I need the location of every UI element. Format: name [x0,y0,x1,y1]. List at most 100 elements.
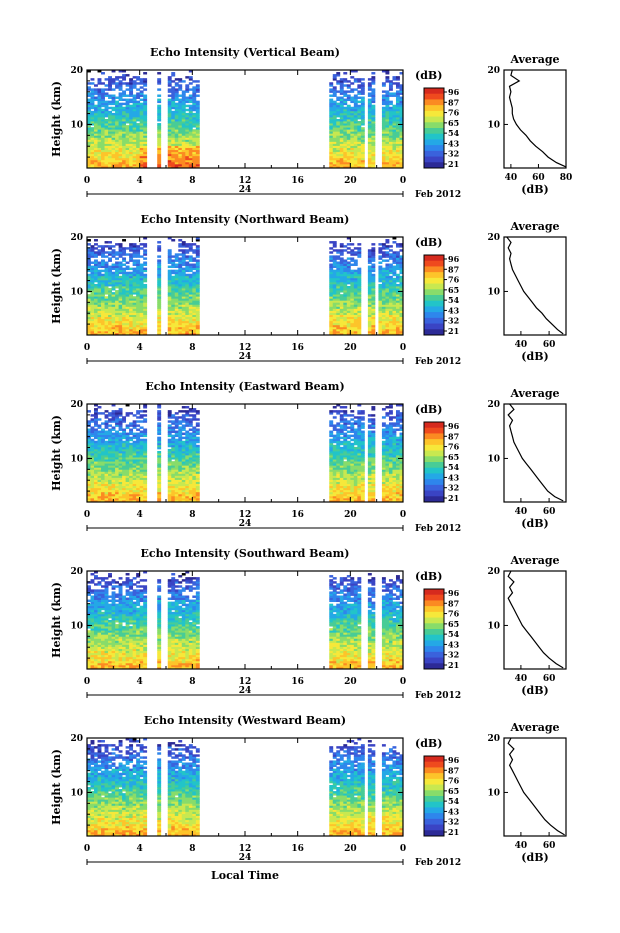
heatmap-cell [136,416,140,418]
colorbar-band [424,157,444,163]
heatmap-cell [340,78,344,80]
heatmap-cell [192,129,196,131]
heatmap-cell [382,243,386,245]
heatmap-cell [143,262,147,264]
colorbar-tick-label: 21 [448,326,459,336]
heatmap-cell [98,412,102,414]
heatmap-cell [122,441,126,443]
heatmap-cell [133,420,137,422]
heatmap-cell [105,441,109,443]
heatmap-cell [175,103,179,105]
heatmap-cell [101,109,105,111]
heatmap-cell [94,408,98,410]
heatmap-cell [189,76,193,78]
heatmap-cell [347,80,351,82]
heatmap-cell [340,257,344,259]
heatmap-cell [140,78,144,80]
heatmap-cell [143,268,147,270]
heatmap-cell [105,431,109,433]
heatmap-cell [129,243,133,245]
xtick-label: 20 [344,343,357,353]
month-label: Feb 2012 [415,190,461,200]
colorbar-band [424,278,444,284]
ytick-label: 10 [70,287,83,297]
heatmap-cell [112,113,116,115]
heatmap-cell [396,82,400,84]
heatmap-cell [119,433,123,435]
heatmap-cell [196,429,200,431]
average-frame [504,237,566,335]
heatmap-cell [368,266,372,268]
heatmap-cell [396,251,400,253]
heatmap-cell [143,243,147,245]
heatmap-cell [143,88,147,90]
heatmap-cell [192,80,196,82]
heatmap-cell [182,433,186,435]
heatmap-cell [350,257,354,259]
heatmap-cell [94,259,98,261]
heatmap-cell [129,437,133,439]
heatmap-cell [333,410,337,412]
colorbar-band [424,134,444,140]
average-profile-line [510,70,567,167]
heatmap-cell [389,80,393,82]
heatmap-cell [357,78,361,80]
heatmap-cell [171,461,175,463]
heatmap-cell [175,270,179,272]
heatmap-cell [329,241,333,243]
heatmap-cell [196,84,200,86]
heatmap-cell [98,270,102,272]
heatmap-cell [192,243,196,245]
heatmap-cell [385,239,389,241]
heatmap-cell [189,433,193,435]
heatmap-cell [133,95,137,97]
heatmap-cell [350,249,354,251]
heatmap-cell [354,95,358,97]
heatmap-cell [105,119,109,121]
heatmap-cell [343,99,347,101]
heatmap-cell [178,95,182,97]
heatmap-cell [175,412,179,414]
heatmap-cell [178,257,182,259]
heatmap-cell [105,101,109,103]
heatmap-cell [185,262,189,264]
heatmap-cell [143,95,147,97]
heatmap-cell [168,266,172,268]
heatmap-cell [192,272,196,274]
heatmap-cell [157,99,161,101]
heatmap-cell [168,88,172,90]
colorbar-band [424,139,444,145]
heatmap-cell [126,262,130,264]
heatmap-cell [343,84,347,86]
heatmap-cell [396,90,400,92]
colorbar-unit: (dB) [415,69,442,82]
heatmap-cell [168,95,172,97]
heatmap-cell [357,247,361,249]
heatmap-cell [196,422,200,424]
heatmap-cell [333,445,337,447]
heatmap-cell [343,259,347,261]
heatmap-cell [189,429,193,431]
heatmap-cell [392,266,396,268]
heatmap-cell [189,105,193,107]
heatmap-cell [105,255,109,257]
colorbar-tick-label: 43 [448,138,460,148]
heatmap-cell [361,97,365,99]
heatmap-cell [115,82,119,84]
heatmap-cell [119,76,123,78]
heatmap-cell [333,255,337,257]
colorbar-band [424,312,444,318]
ytick-label: 20 [70,66,83,76]
heatmap-cell [133,80,137,82]
colorbar-tick-label: 54 [448,128,460,138]
heatmap-cell [196,418,200,420]
heatmap-cell [175,253,179,255]
heatmap-cell [122,268,126,270]
heatmap-cell [396,284,400,286]
xtick-label: 0 [400,343,406,353]
heatmap-cell [333,435,337,437]
heatmap-cell [189,418,193,420]
heatmap-cell [143,410,147,412]
heatmap-cell [136,88,140,90]
heatmap-cell [129,412,133,414]
